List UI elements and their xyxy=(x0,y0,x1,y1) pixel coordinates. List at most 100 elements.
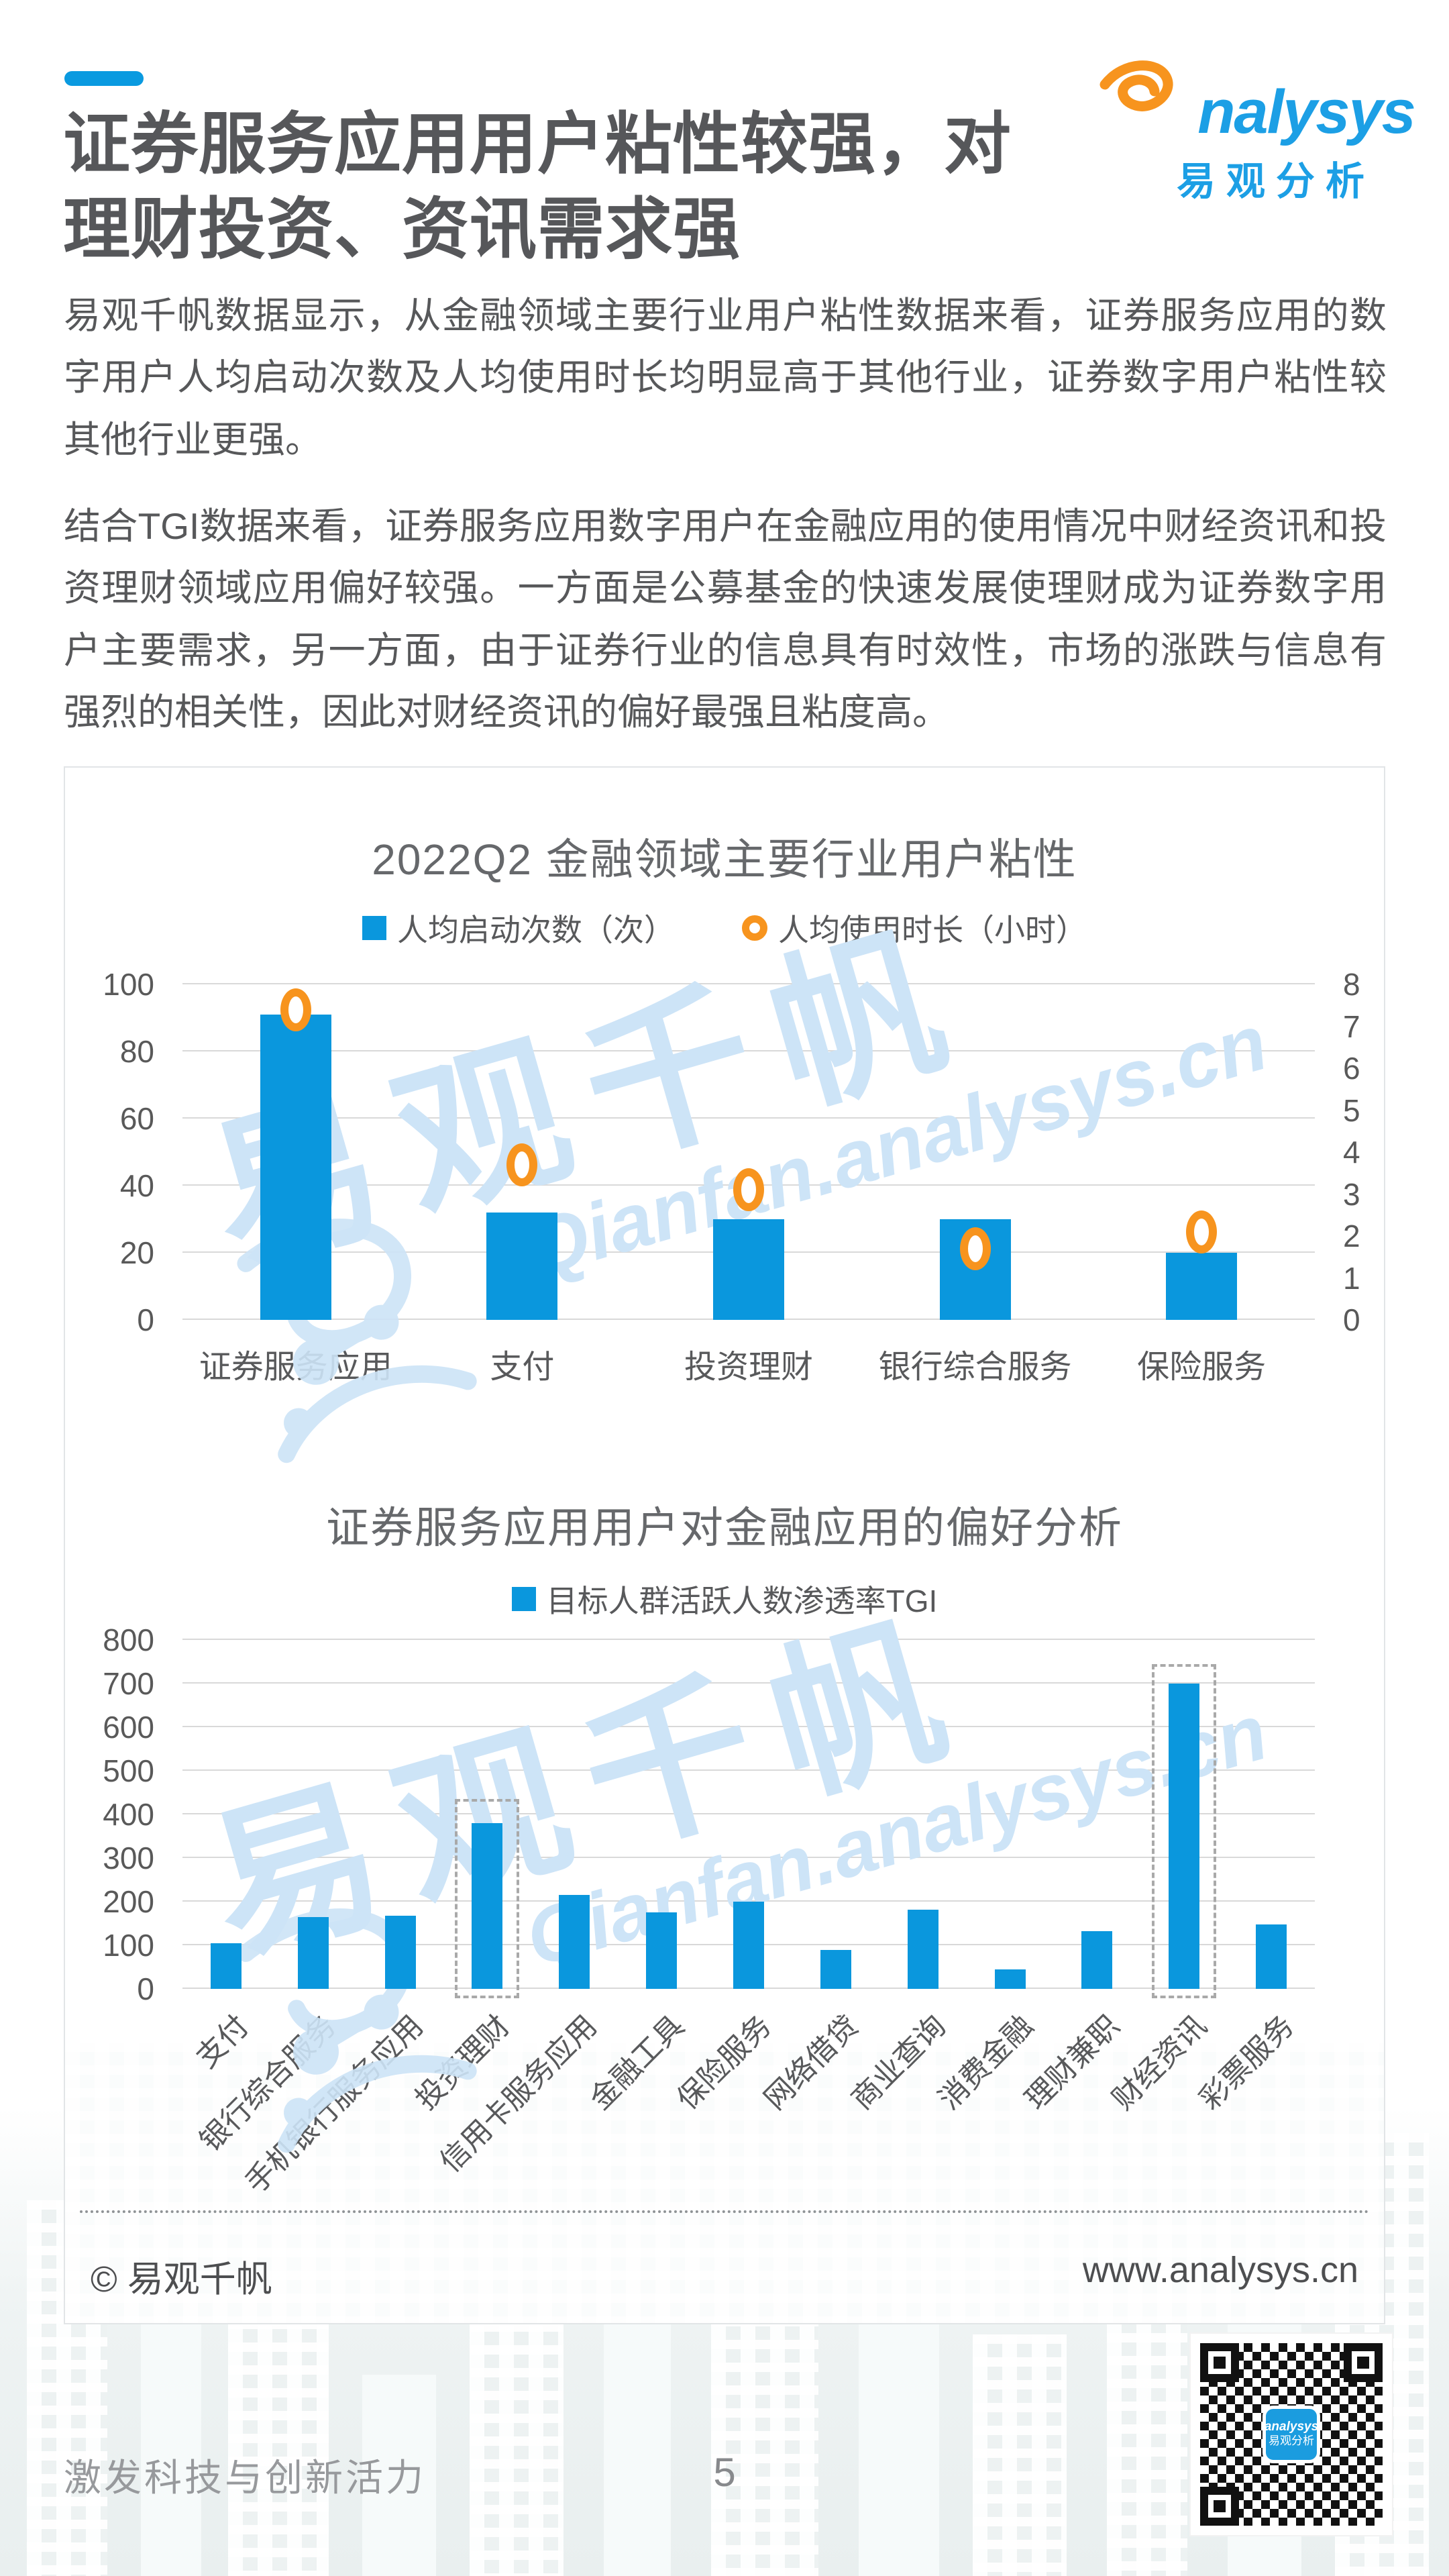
bar xyxy=(712,1219,784,1320)
y-axis-right-tick: 0 xyxy=(1343,1302,1360,1337)
bar xyxy=(472,1823,503,1989)
chart2-slot: 网络借贷 xyxy=(758,1640,879,2116)
y-axis-right-tick: 8 xyxy=(1343,967,1360,1002)
chart1-slot: 银行综合服务 xyxy=(862,984,1089,1385)
qr-finder-icon xyxy=(1344,2343,1383,2382)
y-axis-tick: 600 xyxy=(103,1710,154,1745)
gridline xyxy=(182,1726,1315,1727)
bar xyxy=(907,1909,938,1989)
x-axis-label: 投资理财 xyxy=(684,1349,813,1385)
analysys-swirl-icon xyxy=(1097,59,1197,143)
point-marker xyxy=(1186,1210,1218,1253)
y-axis-tick: 700 xyxy=(103,1666,154,1701)
x-axis-label: 银行综合服务 xyxy=(878,1349,1072,1385)
y-axis-left-tick: 20 xyxy=(119,1235,154,1270)
chart2-slot: 商业查询 xyxy=(845,1640,967,2116)
accent-bar xyxy=(64,71,144,86)
bar xyxy=(486,1213,558,1320)
footer-slogan: 激发科技与创新活力 xyxy=(64,2457,426,2499)
chart1-legend-points: 人均使用时长（小时） xyxy=(742,906,1087,950)
chart1-legend-bars-label: 人均启动次数（次） xyxy=(397,913,675,947)
y-axis-tick: 200 xyxy=(103,1884,154,1919)
y-axis-right-tick: 5 xyxy=(1343,1092,1360,1128)
highlight-box xyxy=(1152,1663,1217,1998)
bar xyxy=(994,1969,1026,1989)
bar xyxy=(1166,1253,1238,1320)
chart2-slot: 金融工具 xyxy=(584,1640,705,2116)
gridline xyxy=(182,1857,1315,1858)
gridline xyxy=(182,1813,1315,1814)
chart1-title: 2022Q2 金融领域主要行业用户粘性 xyxy=(372,835,1077,884)
gridline xyxy=(182,1639,1315,1640)
bar xyxy=(646,1912,678,1989)
chart2-slot: 财经资讯 xyxy=(1106,1640,1228,2116)
website-link[interactable]: www.analysys.cn xyxy=(1082,2250,1358,2290)
chart2-legend-bars: 目标人群活跃人数渗透率TGI xyxy=(511,1577,938,1621)
bar-swatch-icon xyxy=(362,916,386,940)
bar-swatch-icon xyxy=(511,1587,536,1611)
point-marker xyxy=(959,1227,991,1270)
logo-brand-text: nalysys xyxy=(1197,78,1416,146)
chart2-slot: 银行综合服务 xyxy=(194,1640,357,2158)
y-axis-tick: 500 xyxy=(103,1753,154,1788)
chart1-legend-bars: 人均启动次数（次） xyxy=(362,906,675,950)
chart2-title: 证券服务应用用户对金融应用的偏好分析 xyxy=(326,1504,1123,1552)
chart2-slot: 支付 xyxy=(182,1640,270,2074)
x-axis-label: 支付 xyxy=(490,1349,555,1385)
qr-center-badge: analysys 易观分析 xyxy=(1263,2406,1320,2463)
qr-pattern: analysys 易观分析 xyxy=(1200,2343,1383,2526)
bar xyxy=(820,1949,851,1989)
y-axis-right-tick: 6 xyxy=(1343,1051,1360,1086)
y-axis-left-tick: 40 xyxy=(119,1168,154,1203)
chart2-slot: 信用卡服务应用 xyxy=(434,1640,618,2179)
chart1-slot: 保险服务 xyxy=(1088,984,1315,1385)
y-axis-right-tick: 4 xyxy=(1343,1135,1360,1170)
bar xyxy=(260,1015,331,1320)
analysys-logo: nalysys 易观分析 xyxy=(1099,59,1416,206)
chart2-slot: 理财兼职 xyxy=(1019,1640,1140,2116)
point-marker xyxy=(280,988,311,1031)
gridline xyxy=(182,1769,1315,1771)
bar xyxy=(559,1895,590,1989)
chart1-legend-points-label: 人均使用时长（小时） xyxy=(778,913,1087,947)
copyright-label: © 易观千帆 xyxy=(91,2259,272,2300)
y-axis-tick: 400 xyxy=(103,1797,154,1832)
page-title-line2: 理财投资、资讯需求强 xyxy=(63,192,741,267)
qr-code: analysys 易观分析 xyxy=(1191,2334,1392,2535)
chart1-plot: 易观千帆 Qianfan.analysys.cn 0 20 40 60 80 100 0 1 2… xyxy=(103,901,1360,1463)
qr-finder-icon xyxy=(1200,2343,1239,2382)
chart1-slot: 证券服务应用 xyxy=(182,984,409,1385)
page-title-line1: 证券服务应用用户粘性较强，对 xyxy=(63,107,1012,182)
paragraph-2: 结合TGI数据来看，证券服务应用数字用户在金融应用的使用情况中财经资讯和投资理财… xyxy=(64,505,1387,733)
chart2-plot: 易观千帆 Qianfan.analysys.cn 0 100 200 300 400 50… xyxy=(103,1591,1315,2200)
qr-badge-brand: analysys xyxy=(1264,2420,1319,2434)
chart1-slot: 投资理财 xyxy=(635,984,862,1385)
y-axis-right-tick: 3 xyxy=(1343,1176,1360,1212)
gridline xyxy=(182,983,1315,984)
gridline xyxy=(182,1900,1315,1902)
chart2-legend: 目标人群活跃人数渗透率TGI xyxy=(65,1577,1384,1621)
chart1-legend: 人均启动次数（次） 人均使用时长（小时） xyxy=(65,906,1384,950)
page-title: 证券服务应用用户粘性较强，对 理财投资、资讯需求强 xyxy=(63,102,1163,272)
chart2-slot: 保险服务 xyxy=(671,1640,792,2116)
bar xyxy=(1081,1931,1113,1989)
paragraph-1: 易观千帆数据显示，从金融领域主要行业用户粘性数据来看，证券服务应用的数字用户人均… xyxy=(64,295,1387,460)
bar xyxy=(210,1943,241,1989)
chart2-slot: 彩票服务 xyxy=(1193,1640,1315,2116)
y-axis-tick: 100 xyxy=(103,1928,154,1963)
chart2-slot: 消费金融 xyxy=(932,1640,1054,2116)
y-axis-left-tick: 0 xyxy=(137,1302,154,1337)
chart2-legend-bars-label: 目标人群活跃人数渗透率TGI xyxy=(546,1584,938,1618)
y-axis-right-tick: 1 xyxy=(1343,1260,1360,1296)
y-axis-left-tick: 60 xyxy=(119,1101,154,1136)
x-axis-label: 证券服务应用 xyxy=(199,1349,392,1385)
chart2-slot: 投资理财 xyxy=(409,1640,531,2116)
chart1-slot: 支付 xyxy=(409,984,636,1385)
y-axis-tick: 800 xyxy=(103,1622,154,1657)
chart2-slot: 手机银行服务应用 xyxy=(239,1640,444,2200)
point-marker xyxy=(506,1143,538,1186)
charts-card: 2022Q2 金融领域主要行业用户粘性 人均启动次数（次） 人均使用时长（小时） xyxy=(64,766,1385,2324)
card-footer: © 易观千帆 www.analysys.cn xyxy=(91,2249,1358,2302)
logo-brand-cn: 易观分析 xyxy=(1176,160,1375,203)
bar xyxy=(1169,1684,1200,1989)
